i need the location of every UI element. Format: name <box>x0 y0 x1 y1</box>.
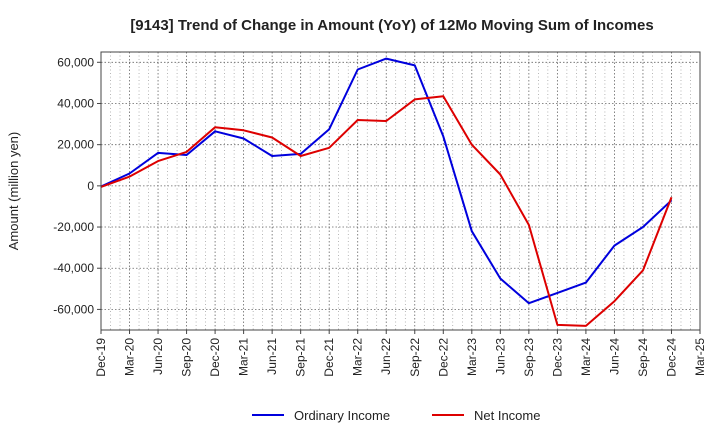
x-tick-label: Dec-20 <box>208 338 222 377</box>
legend-label: Net Income <box>474 408 540 423</box>
y-tick-label: 40,000 <box>57 96 94 110</box>
x-tick-label: Dec-24 <box>664 338 678 377</box>
x-tick-label: Sep-21 <box>294 338 308 377</box>
x-axis-ticks: Dec-19 Mar-20 Jun-20 Sep-20 Dec-20 Mar-21 Jun-… <box>94 330 707 377</box>
y-tick-label: 60,000 <box>57 55 94 69</box>
series-line-net-income <box>100 95 673 327</box>
plot-frame <box>100 51 701 331</box>
x-tick-label: Jun-23 <box>493 338 507 375</box>
x-tick-label: Sep-23 <box>522 338 536 377</box>
x-tick-label: Jun-20 <box>151 338 165 375</box>
y-axis-ticks: 60,000 40,000 20,000 0 -20,000 -40,000 -60,000 <box>53 55 101 316</box>
x-tick-label: Mar-25 <box>693 338 707 376</box>
grid-layer <box>100 52 701 330</box>
x-tick-label: Mar-23 <box>465 338 479 376</box>
x-tick-label: Sep-20 <box>180 338 194 377</box>
x-tick-label: Dec-23 <box>550 338 564 377</box>
x-tick-label: Jun-24 <box>607 338 621 375</box>
x-tick-label: Dec-19 <box>94 338 108 377</box>
y-tick-label: -40,000 <box>53 261 94 275</box>
chart-title: [9143] Trend of Change in Amount (YoY) o… <box>130 17 653 34</box>
x-tick-label: Jun-21 <box>265 338 279 375</box>
series-line-ordinary-income <box>100 57 673 305</box>
y-axis-label: Amount (million yen) <box>6 132 21 251</box>
x-tick-label: Dec-22 <box>436 338 450 377</box>
legend: Ordinary Income Net Income <box>252 408 540 423</box>
series-layer <box>100 57 673 327</box>
y-tick-label: 0 <box>87 179 94 193</box>
y-tick-label: 20,000 <box>57 138 94 152</box>
x-tick-label: Mar-22 <box>351 338 365 376</box>
x-tick-label: Sep-24 <box>636 338 650 377</box>
x-tick-label: Mar-20 <box>123 338 137 376</box>
x-tick-label: Dec-21 <box>322 338 336 377</box>
x-tick-label: Mar-21 <box>237 338 251 376</box>
y-tick-label: -20,000 <box>53 220 94 234</box>
legend-label: Ordinary Income <box>294 408 390 423</box>
x-tick-label: Jun-22 <box>379 338 393 375</box>
y-tick-label: -60,000 <box>53 302 94 316</box>
x-tick-label: Sep-22 <box>408 338 422 377</box>
x-tick-label: Mar-24 <box>579 338 593 376</box>
